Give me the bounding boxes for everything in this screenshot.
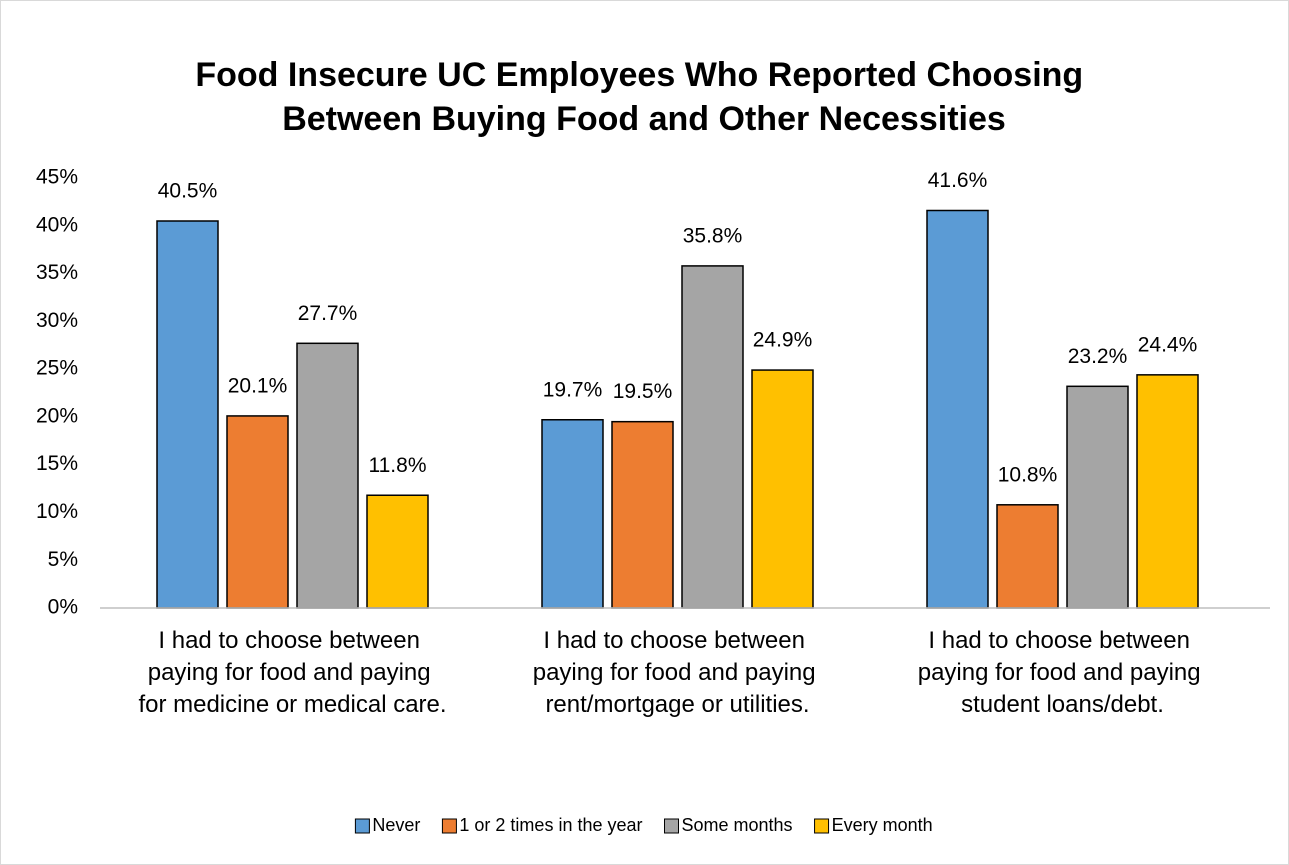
legend-item: Never <box>354 815 420 835</box>
data-label: 35.8% <box>683 224 743 247</box>
legend-item: Some months <box>664 815 793 835</box>
data-label: 20.1% <box>228 374 288 397</box>
y-tick-label: 5% <box>48 548 78 571</box>
y-tick-label: 20% <box>36 404 78 427</box>
y-tick-label: 25% <box>36 357 78 380</box>
legend-item: Every month <box>814 815 933 835</box>
x-tick-label: I had to choose between paying for food … <box>138 627 446 718</box>
data-label: 41.6% <box>928 169 988 192</box>
bar <box>926 209 989 609</box>
bar <box>611 420 674 609</box>
y-tick-label: 40% <box>36 213 78 236</box>
bar <box>1066 385 1129 609</box>
x-tick-label: I had to choose between paying for food … <box>918 627 1208 718</box>
data-label: 27.7% <box>298 302 358 325</box>
legend-label: 1 or 2 times in the year <box>459 815 642 835</box>
chart-title: Food Insecure UC Employees Who Reported … <box>195 56 1092 138</box>
y-tick-label: 35% <box>36 261 78 284</box>
bar <box>296 342 359 609</box>
bar <box>226 415 289 609</box>
legend-swatch <box>814 818 830 834</box>
y-tick-label: 0% <box>48 596 78 619</box>
data-label: 10.8% <box>998 463 1058 486</box>
data-label: 19.7% <box>543 378 603 401</box>
y-tick-label: 45% <box>36 166 78 189</box>
legend-item: 1 or 2 times in the year <box>441 815 643 835</box>
legend-label: Some months <box>682 815 793 835</box>
bar <box>681 265 744 609</box>
legend-label: Never <box>372 815 420 835</box>
data-label: 11.8% <box>369 454 427 477</box>
data-label: 23.2% <box>1068 345 1128 368</box>
legend-swatch <box>664 818 679 834</box>
bar <box>751 369 814 609</box>
data-label: 24.9% <box>753 329 813 352</box>
bar <box>996 504 1059 609</box>
data-label: 24.4% <box>1138 333 1198 356</box>
data-label: 19.5% <box>613 380 673 403</box>
x-tick-label: I had to choose between paying for food … <box>533 627 823 718</box>
legend-swatch <box>354 818 370 834</box>
y-tick-label: 15% <box>36 452 78 475</box>
data-label: 40.5% <box>158 180 218 203</box>
y-tick-label: 10% <box>36 500 78 523</box>
y-tick-label: 30% <box>36 309 78 332</box>
legend-swatch <box>441 818 457 834</box>
bar <box>1136 374 1199 609</box>
bar <box>366 494 429 609</box>
bar <box>541 419 604 609</box>
legend-label: Every month <box>832 815 933 835</box>
bar <box>156 220 219 609</box>
